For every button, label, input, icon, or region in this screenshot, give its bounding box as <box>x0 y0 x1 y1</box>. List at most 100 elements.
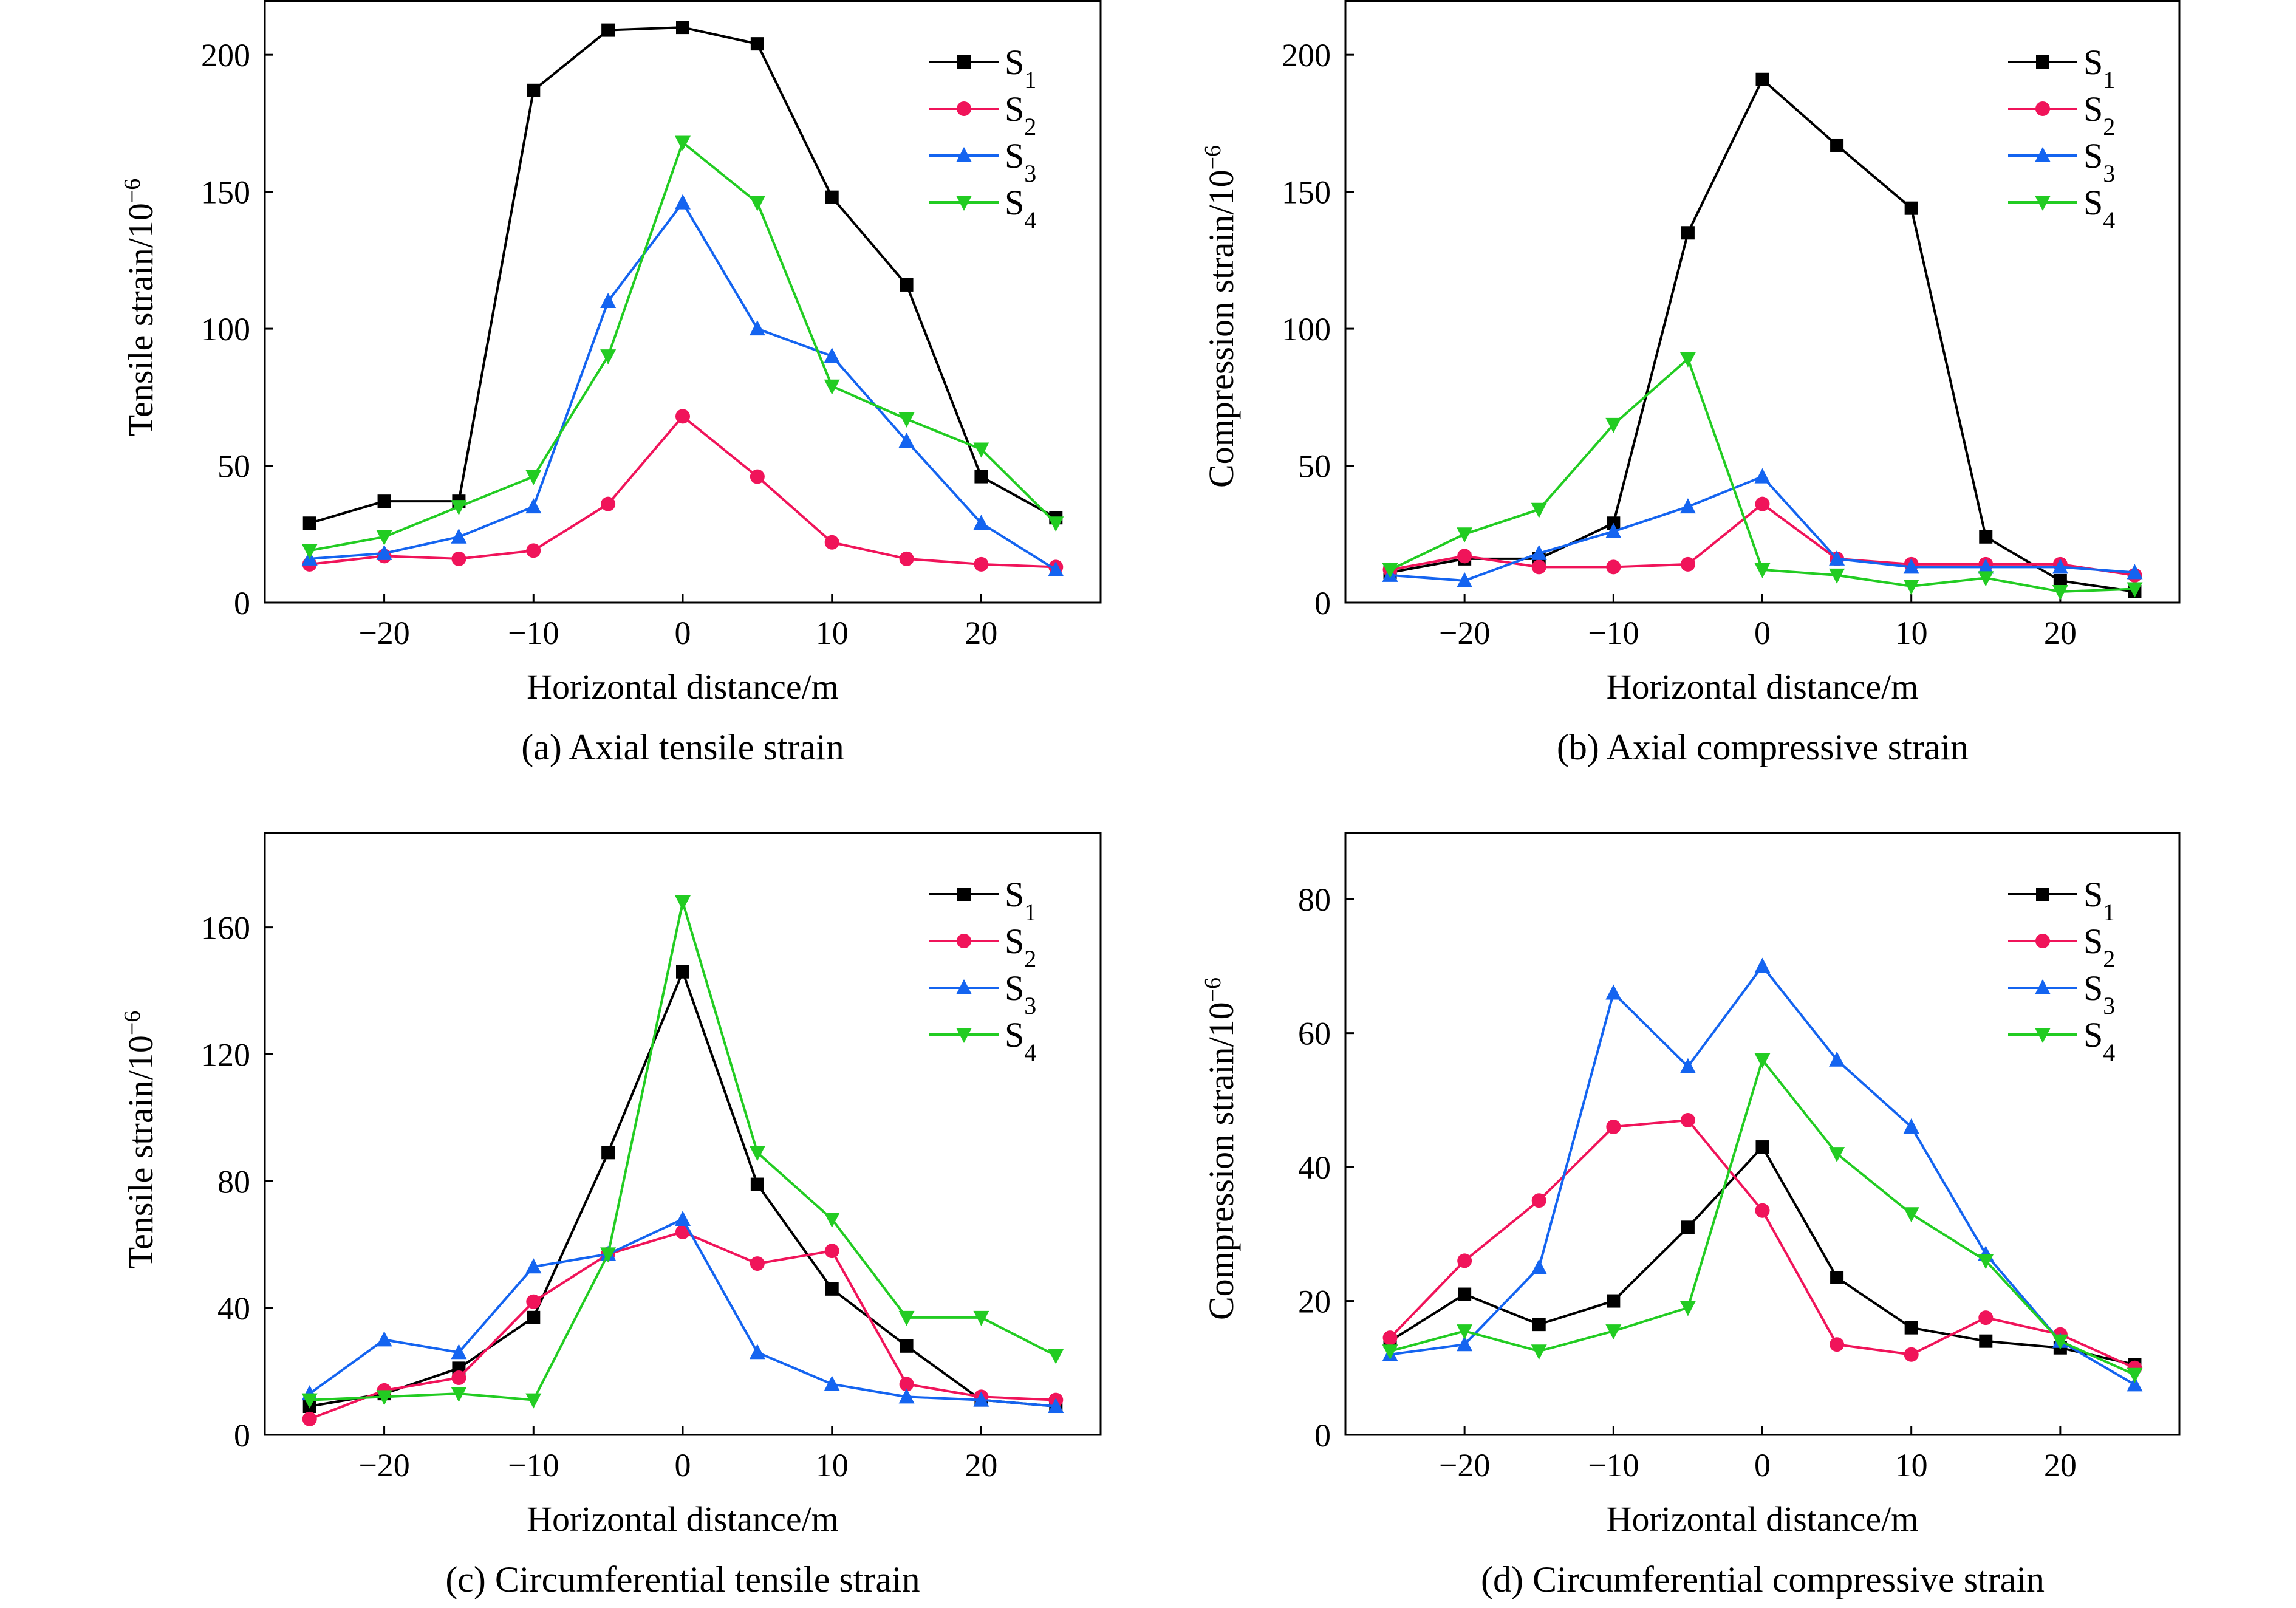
data-point <box>675 1224 690 1239</box>
y-axis-label: Tensile strain/10−6 <box>120 179 160 437</box>
data-point <box>675 409 690 424</box>
data-point <box>1606 1119 1621 1134</box>
data-point <box>1531 559 1546 575</box>
y-axis-label-exponent: −6 <box>1200 145 1226 169</box>
data-point <box>1754 468 1771 484</box>
x-tick-label: 10 <box>816 615 849 651</box>
data-point <box>675 194 691 210</box>
data-point <box>1531 1193 1546 1208</box>
data-point <box>1048 1349 1064 1364</box>
data-point <box>526 1294 541 1309</box>
series-s4 <box>1382 352 2143 600</box>
data-point <box>1531 502 1547 518</box>
data-point <box>898 1310 915 1326</box>
data-point <box>750 37 764 51</box>
y-tick-label: 80 <box>217 1163 250 1200</box>
series-s1 <box>302 965 1063 1414</box>
x-tick-label: −10 <box>1588 615 1639 651</box>
data-point <box>1829 568 1845 584</box>
data-point <box>750 469 765 484</box>
data-point <box>2127 1367 2143 1383</box>
data-point <box>1904 1347 1919 1362</box>
data-point <box>974 556 989 572</box>
data-point <box>749 1146 765 1162</box>
data-point <box>1903 558 1919 574</box>
data-point <box>1830 1270 1844 1284</box>
data-point <box>973 515 989 530</box>
data-point <box>675 895 691 911</box>
data-point <box>1829 550 1845 566</box>
y-tick-label: 0 <box>1314 1417 1331 1454</box>
series-s4 <box>1382 1053 2143 1383</box>
x-axis-label: Horizontal distance/m <box>1607 1499 1919 1539</box>
data-point <box>2127 564 2143 580</box>
x-tick-label: 20 <box>965 615 997 651</box>
data-point <box>1605 522 1622 538</box>
data-point <box>1382 1330 1398 1346</box>
data-point <box>376 544 392 560</box>
y-axis-label-exponent: −6 <box>120 179 145 203</box>
data-point <box>301 1393 318 1409</box>
y-axis-label: Compression strain/10−6 <box>1200 977 1241 1320</box>
data-point <box>824 379 840 395</box>
data-point <box>1679 1058 1696 1073</box>
data-point <box>1457 527 1473 543</box>
data-point <box>1755 72 1769 86</box>
legend-marker <box>2035 934 2050 948</box>
y-tick-label: 150 <box>201 174 250 211</box>
data-point <box>1679 1301 1696 1316</box>
x-tick-label: −10 <box>508 615 559 651</box>
data-point <box>1607 1294 1621 1308</box>
y-tick-label: 0 <box>234 585 250 621</box>
y-axis-label: Tensile strain/10−6 <box>120 1011 160 1269</box>
data-point <box>302 516 316 530</box>
data-point <box>899 551 914 566</box>
data-point <box>377 494 391 508</box>
legend-marker <box>957 934 971 948</box>
data-point <box>302 1411 317 1426</box>
data-point <box>1679 352 1696 368</box>
legend-marker <box>956 147 972 162</box>
series-s4 <box>301 135 1064 559</box>
data-point <box>824 535 839 550</box>
data-point <box>301 544 318 559</box>
y-tick-label: 100 <box>1282 311 1331 347</box>
data-point <box>898 432 915 448</box>
x-tick-label: −20 <box>358 1447 409 1483</box>
data-point <box>2052 1334 2068 1350</box>
data-point <box>1382 563 1398 578</box>
data-point <box>1531 544 1547 560</box>
data-point <box>2052 584 2068 600</box>
data-point <box>973 442 989 458</box>
chart-panel-3: −20 −10 0 10 20 0 40 80 120 160 Horizontal distanc… <box>120 832 1102 1599</box>
data-point <box>900 1339 914 1353</box>
data-point <box>1605 417 1622 433</box>
data-point <box>1457 549 1472 564</box>
panel-caption: (d) Circumferential compressive strain <box>1481 1559 2045 1599</box>
data-point <box>1978 571 1994 587</box>
x-tick-label: 0 <box>675 1447 691 1483</box>
data-point <box>676 21 689 35</box>
x-axis-label: Horizontal distance/m <box>527 1499 839 1539</box>
data-point <box>1830 1337 1845 1352</box>
data-point <box>1755 1140 1769 1154</box>
y-tick-label: 20 <box>1298 1284 1331 1320</box>
series-s3 <box>1382 468 2143 587</box>
data-point <box>1754 1053 1771 1069</box>
legend-marker <box>2035 196 2051 211</box>
y-axis-label-exponent: −6 <box>1200 977 1226 1002</box>
data-point <box>1048 516 1064 532</box>
data-point <box>601 23 615 37</box>
y-tick-label: 0 <box>234 1417 250 1454</box>
legend-marker <box>957 888 971 901</box>
data-point <box>1979 530 1993 544</box>
y-tick-label: 0 <box>1314 585 1331 621</box>
data-point <box>1978 558 1994 574</box>
x-tick-label: 20 <box>965 1447 997 1483</box>
data-point <box>2052 558 2068 574</box>
data-point <box>824 1244 839 1259</box>
legend-marker <box>2036 55 2049 69</box>
data-point <box>1457 1336 1473 1352</box>
